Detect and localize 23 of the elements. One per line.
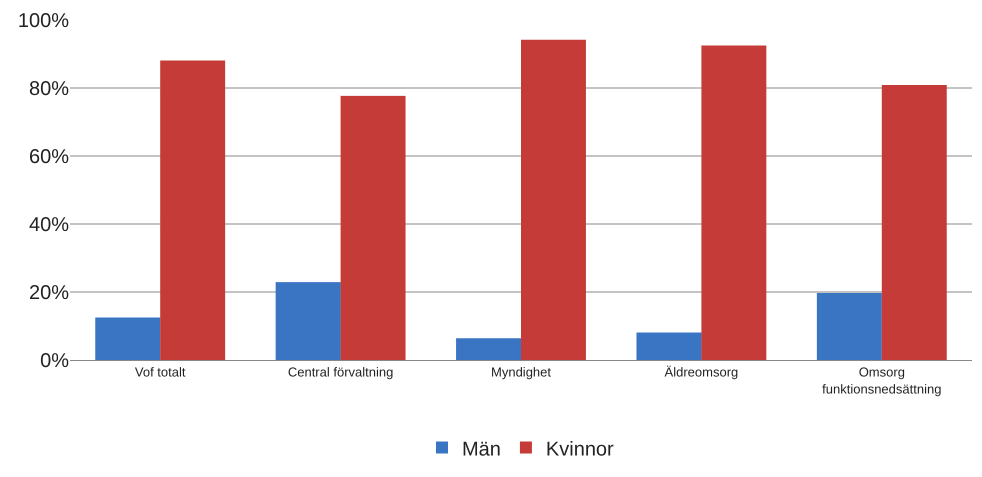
- bar: [882, 84, 947, 360]
- bar: [160, 60, 226, 360]
- x-tick-label: Central förvaltning: [288, 364, 394, 380]
- legend-label: Män: [462, 438, 501, 460]
- y-tick-label: 40%: [28, 214, 70, 236]
- bar: [276, 282, 341, 360]
- bar: [701, 46, 766, 360]
- y-tick-label: 100%: [18, 10, 70, 32]
- y-tick-label: 0%: [40, 350, 70, 372]
- bar: [636, 332, 702, 360]
- bar: [340, 96, 406, 360]
- y-tick-label: 20%: [28, 282, 70, 304]
- bar: [521, 40, 586, 360]
- y-tick-label: 80%: [28, 78, 70, 100]
- legend-label: Kvinnor: [546, 438, 614, 460]
- bar: [95, 318, 160, 360]
- x-tick-label: Omsorg funktionsnedsättning: [822, 364, 942, 396]
- bar: [456, 338, 521, 360]
- x-tick-label: Vof totalt: [134, 364, 186, 380]
- x-tick-label: Myndighet: [491, 364, 552, 380]
- x-tick-label: Äldreomsorg: [664, 364, 738, 380]
- y-tick-label: 60%: [28, 146, 70, 168]
- bar: [816, 293, 882, 360]
